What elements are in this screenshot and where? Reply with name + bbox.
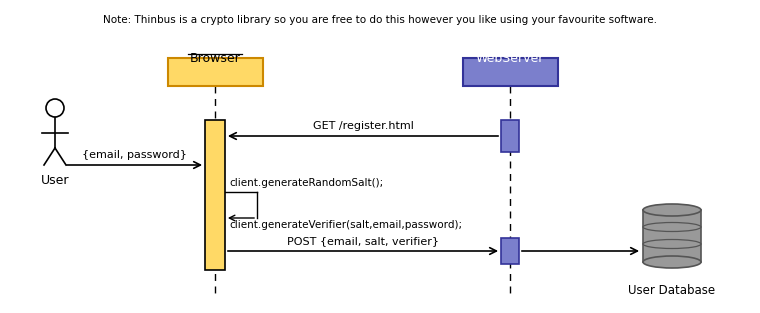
Text: GET /register.html: GET /register.html bbox=[312, 121, 413, 131]
Bar bbox=[463, 58, 558, 86]
Text: client.generateRandomSalt();: client.generateRandomSalt(); bbox=[229, 178, 383, 188]
Bar bbox=[205, 120, 225, 270]
Bar bbox=[167, 58, 262, 86]
Text: {email, password}: {email, password} bbox=[82, 150, 187, 160]
Text: WebServer: WebServer bbox=[476, 52, 544, 64]
Bar bbox=[501, 238, 519, 264]
Circle shape bbox=[46, 99, 64, 117]
Ellipse shape bbox=[643, 204, 701, 216]
Ellipse shape bbox=[643, 256, 701, 268]
Text: POST {email, salt, verifier}: POST {email, salt, verifier} bbox=[287, 236, 439, 246]
Text: Browser: Browser bbox=[190, 52, 240, 64]
Bar bbox=[501, 120, 519, 152]
Text: User: User bbox=[41, 173, 69, 187]
Text: client.generateVerifier(salt,email,password);: client.generateVerifier(salt,email,passw… bbox=[229, 220, 462, 230]
Text: User Database: User Database bbox=[629, 284, 716, 296]
Bar bbox=[643, 210, 701, 262]
Text: Note: Thinbus is a crypto library so you are free to do this however you like us: Note: Thinbus is a crypto library so you… bbox=[103, 15, 657, 25]
